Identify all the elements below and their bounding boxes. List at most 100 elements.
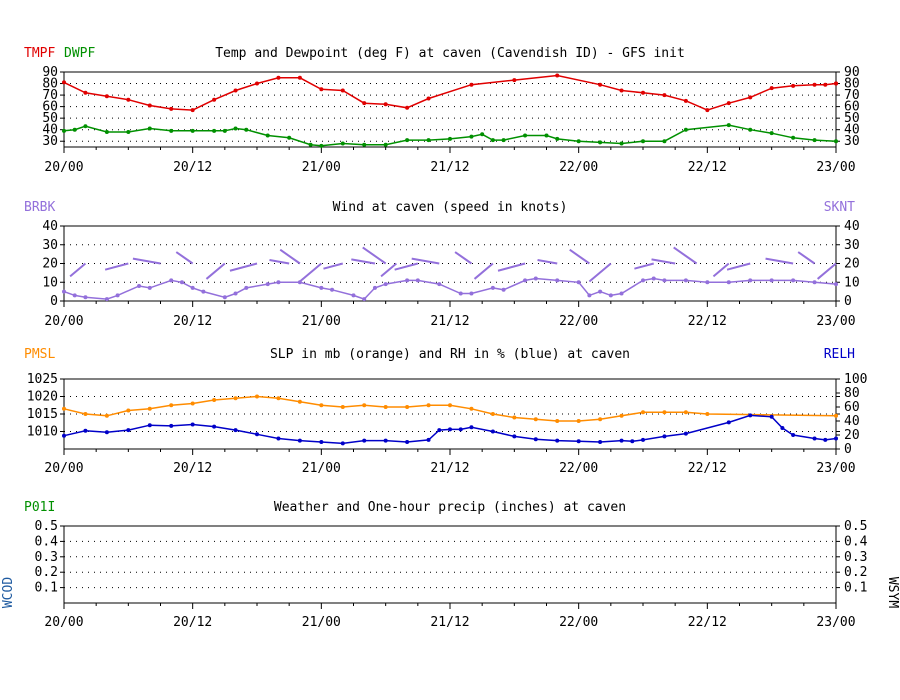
data-point-dwpf [748, 127, 753, 132]
data-point-relh [662, 434, 667, 439]
data-point-dwpf [726, 123, 731, 128]
data-point-relh [448, 427, 452, 432]
x-tick-label: 21/00 [302, 160, 341, 175]
data-point-sknt [662, 278, 667, 283]
wind-barb [394, 262, 419, 271]
data-point-pmsl [340, 405, 345, 409]
data-point-sknt [179, 280, 184, 285]
data-point-sknt [415, 278, 420, 283]
data-point-pmsl [705, 412, 710, 416]
data-point-sknt [641, 278, 645, 283]
x-tick-label: 20/12 [173, 160, 212, 175]
y-tick-label: 0.1 [844, 581, 867, 596]
x-tick-label: 21/12 [430, 314, 469, 329]
data-point-pmsl [555, 419, 560, 423]
wind-barb [569, 248, 590, 265]
data-point-dwpf [147, 126, 152, 131]
data-point-sknt [372, 285, 377, 290]
data-point-sknt [458, 291, 463, 296]
data-point-dwpf [104, 130, 109, 134]
data-point-dwpf [233, 126, 238, 131]
data-point-dwpf [426, 138, 431, 143]
x-tick-label: 20/00 [44, 314, 83, 329]
data-point-sknt [490, 285, 495, 290]
data-point-relh [62, 433, 66, 438]
data-point-relh [630, 439, 635, 444]
data-point-sknt [383, 282, 388, 287]
data-point-sknt [769, 278, 774, 283]
data-point-dwpf [448, 136, 452, 141]
data-point-tmpf [726, 101, 731, 106]
data-point-relh [791, 433, 796, 437]
data-point-dwpf [362, 142, 367, 147]
y-tick-label: 0.3 [35, 550, 58, 565]
data-point-sknt [608, 293, 613, 298]
data-point-sknt [276, 280, 281, 285]
data-point-pmsl [426, 403, 431, 408]
data-point-relh [780, 426, 785, 430]
data-point-dwpf [576, 139, 581, 144]
wind-barb [380, 262, 398, 278]
y-tick-label: 80 [844, 77, 860, 92]
chart-title: Temp and Dewpoint (deg F) at caven (Cave… [215, 46, 685, 61]
data-point-relh [598, 440, 603, 444]
data-point-relh [641, 437, 645, 442]
y-tick-label: 20 [42, 257, 58, 272]
wind-barb [634, 262, 654, 270]
wind-barb [132, 257, 161, 265]
series-line-dwpf [63, 124, 837, 147]
y-tick-label: 1020 [27, 390, 58, 405]
data-point-dwpf [308, 142, 313, 147]
data-point-pmsl [405, 405, 410, 409]
y-tick-label: 20 [844, 428, 860, 443]
data-point-dwpf [834, 139, 838, 144]
wind-barb [651, 258, 676, 265]
data-point-sknt [147, 285, 152, 290]
wind-barb [104, 262, 129, 271]
y-tick-label: 0.2 [35, 565, 58, 580]
data-point-pmsl [469, 406, 474, 411]
wind-barb [473, 262, 494, 280]
y-tick-label: 90 [42, 65, 58, 80]
wind-barb [454, 251, 473, 265]
y-tick-label: 40 [42, 123, 58, 138]
data-point-sknt [791, 278, 796, 283]
y-tick-label: 80 [42, 77, 58, 92]
data-point-sknt [330, 287, 335, 292]
data-point-pmsl [683, 410, 688, 415]
data-point-dwpf [812, 138, 817, 143]
data-point-tmpf [834, 81, 838, 86]
data-point-pmsl [533, 417, 538, 422]
data-point-sknt [201, 289, 206, 294]
data-point-relh [437, 428, 442, 433]
data-point-dwpf [244, 127, 249, 132]
x-tick-label: 20/12 [173, 314, 212, 329]
series-label: BRBK [24, 200, 55, 215]
data-point-sknt [233, 291, 238, 296]
wind-barb [299, 262, 322, 283]
data-point-tmpf [104, 94, 109, 99]
data-point-sknt [812, 280, 817, 285]
data-point-dwpf [619, 141, 624, 146]
data-point-pmsl [83, 412, 88, 416]
data-point-pmsl [147, 406, 152, 411]
data-point-tmpf [212, 97, 217, 102]
data-point-relh [458, 427, 463, 432]
data-point-relh [255, 432, 259, 437]
wind-barb [205, 262, 226, 280]
x-tick-label: 23/00 [816, 461, 855, 476]
data-point-relh [512, 434, 517, 439]
data-point-sknt [115, 293, 120, 298]
x-tick-label: 21/12 [430, 160, 469, 175]
x-tick-label: 21/12 [430, 461, 469, 476]
data-point-tmpf [276, 75, 281, 80]
x-tick-label: 21/00 [302, 615, 341, 630]
data-point-sknt [62, 289, 66, 294]
y-tick-label: 40 [844, 219, 860, 234]
x-tick-label: 21/12 [430, 615, 469, 630]
data-point-pmsl [641, 410, 645, 415]
x-tick-label: 22/00 [559, 160, 598, 175]
wind-barb [726, 262, 751, 271]
data-point-tmpf [791, 83, 796, 88]
